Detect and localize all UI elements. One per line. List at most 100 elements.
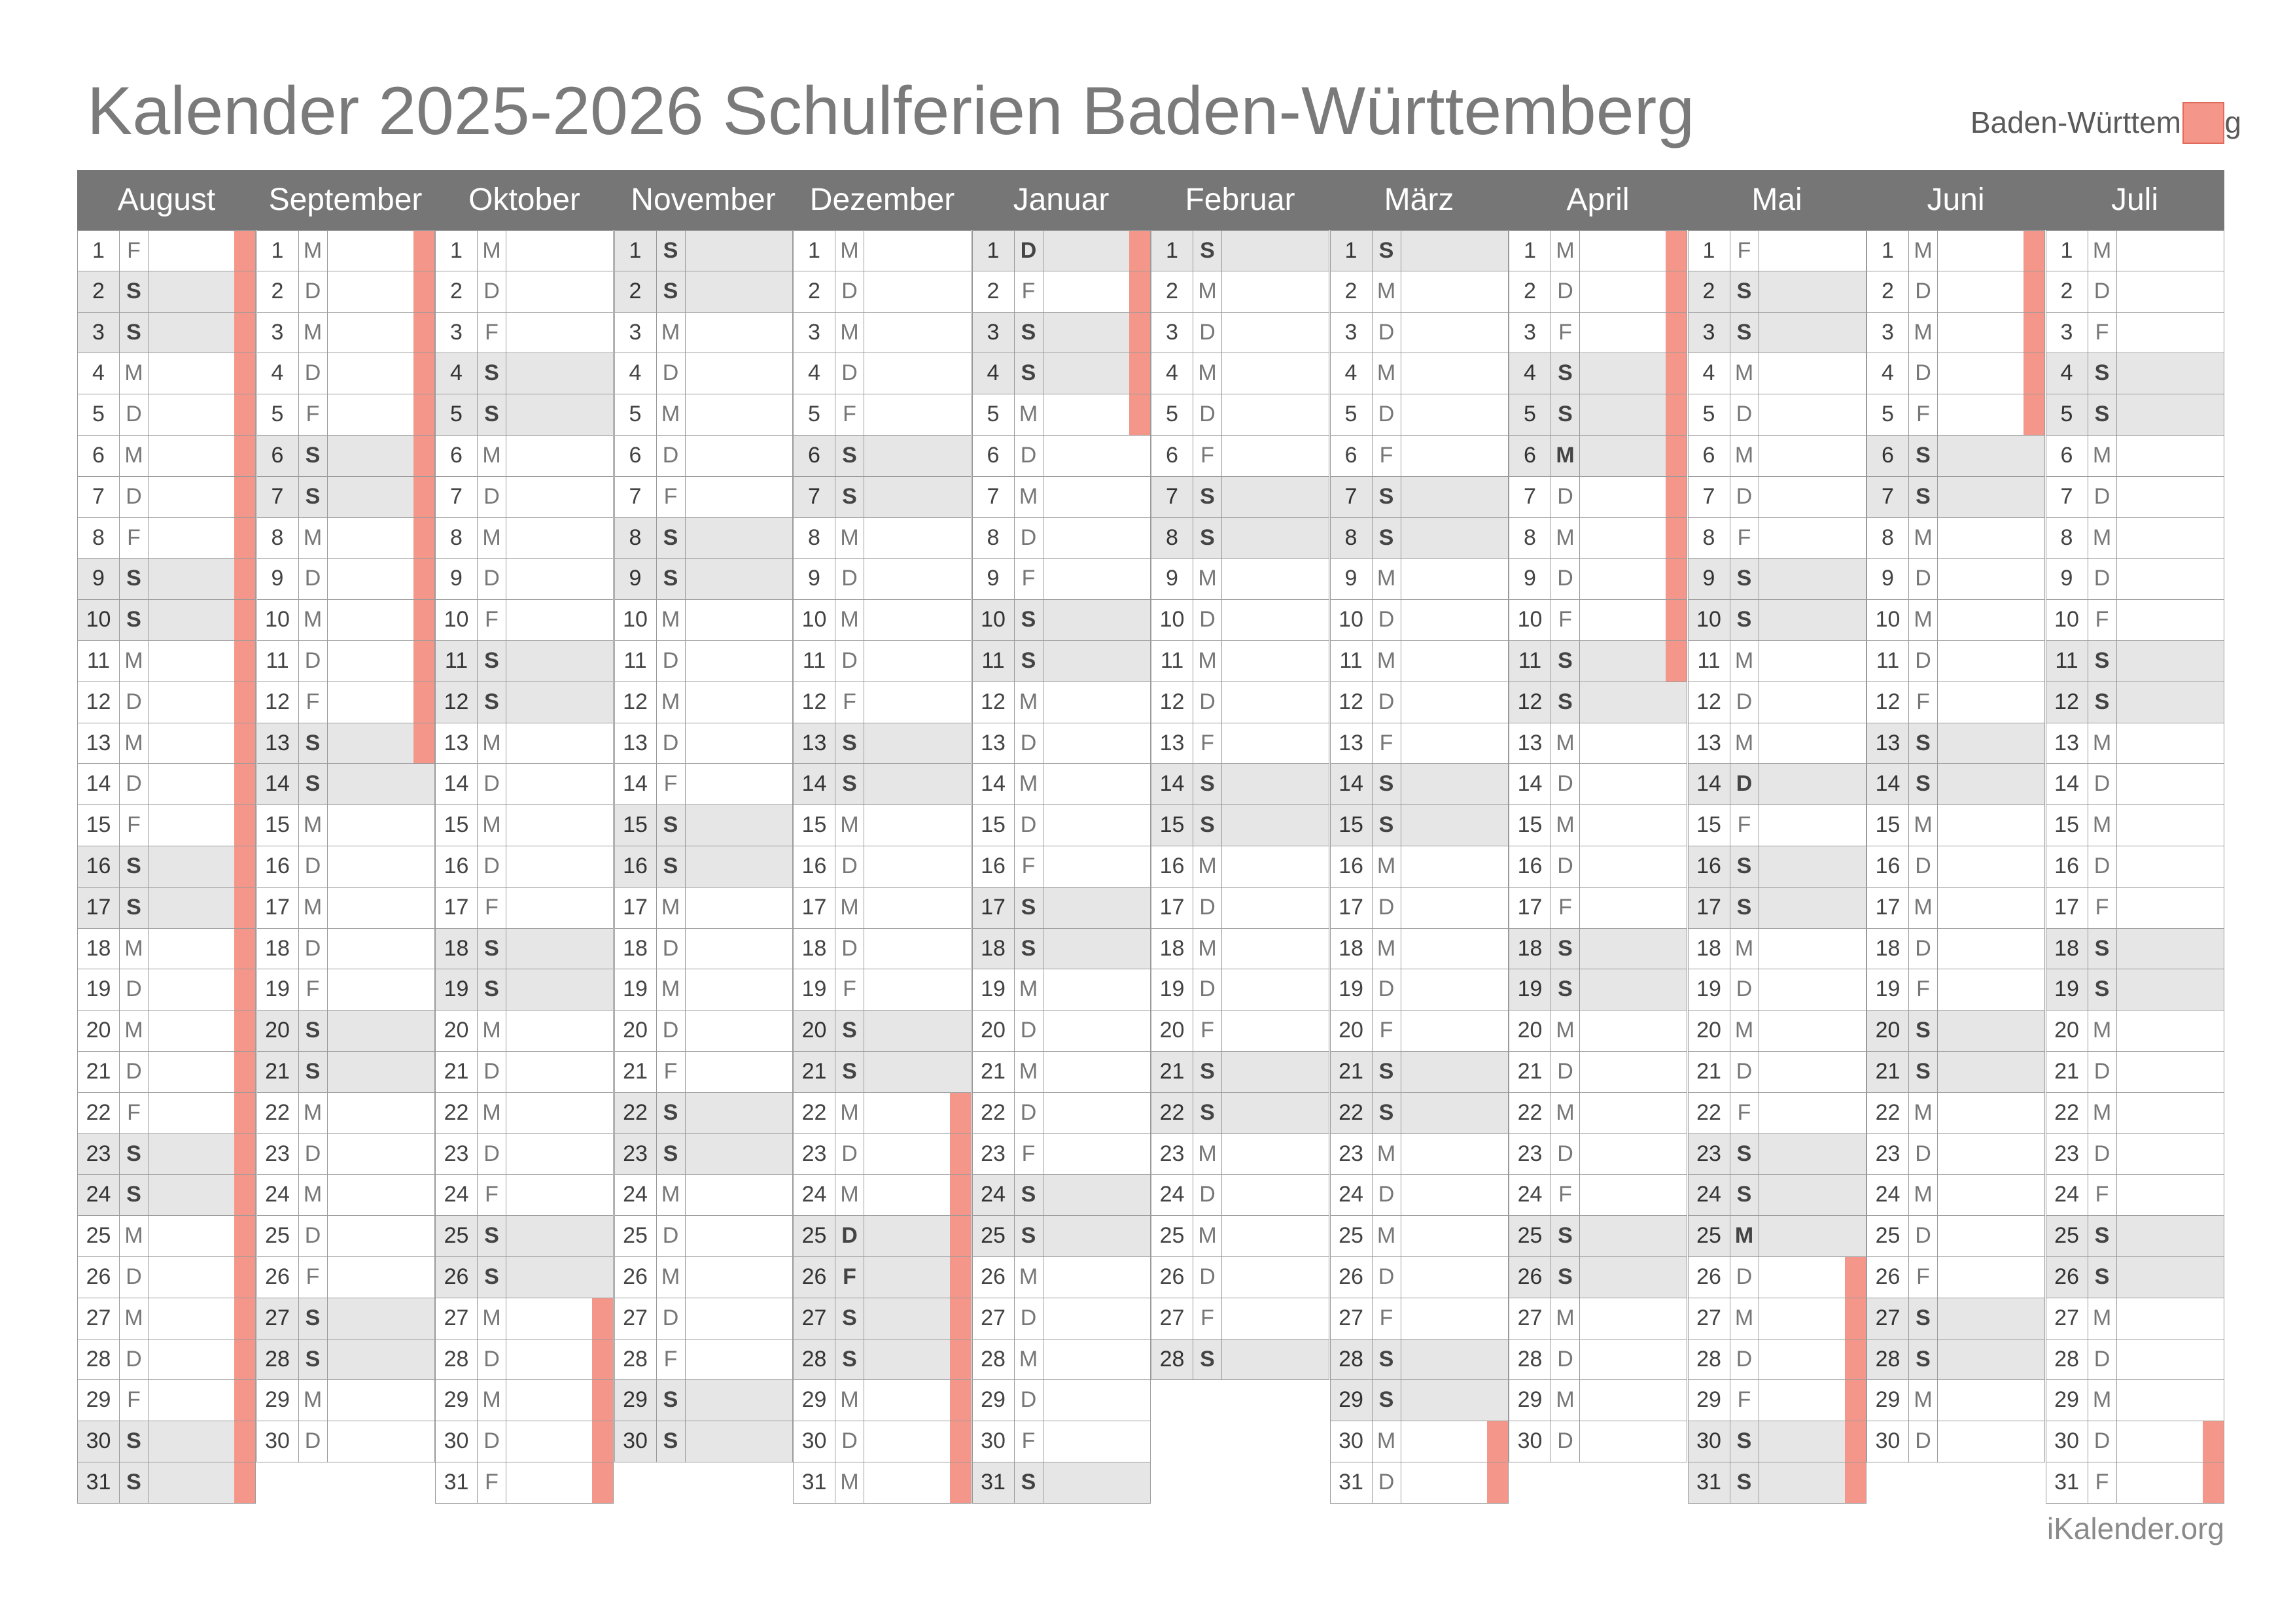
day-cell: 14 S <box>1866 764 2045 806</box>
day-number: 6 <box>1151 435 1193 476</box>
weekday-letter: M <box>1015 394 1043 435</box>
weekday-letter: S <box>299 1298 328 1339</box>
day-number: 13 <box>1331 723 1373 764</box>
day-cell: 20 M <box>1509 1011 1687 1052</box>
day-cell: 25 D <box>793 1216 972 1257</box>
day-number: 6 <box>257 435 299 476</box>
weekday-letter: D <box>120 1051 149 1092</box>
holiday-marker <box>1666 435 1687 476</box>
weekday-letter: M <box>657 887 686 928</box>
day-number: 22 <box>436 1092 478 1133</box>
weekday-letter: S <box>1193 1339 1222 1380</box>
day-number: 23 <box>1331 1133 1373 1175</box>
day-cell: 10 S <box>1687 600 1866 641</box>
day-number: 15 <box>1509 805 1551 846</box>
day-cell: 17 D <box>1329 887 1509 929</box>
day-number: 4 <box>615 353 657 394</box>
weekday-letter: S <box>1730 887 1759 928</box>
weekday-letter: S <box>1373 1339 1401 1380</box>
day-number: 18 <box>1509 928 1551 969</box>
weekday-letter: M <box>1373 271 1401 312</box>
weekday-letter: D <box>1373 312 1401 353</box>
day-cell: 11 D <box>256 640 435 682</box>
day-number: 11 <box>1331 640 1373 682</box>
day-cell: 13 S <box>256 723 435 765</box>
weekday-letter: M <box>478 805 506 846</box>
weekday-letter: S <box>1193 231 1222 271</box>
weekday-letter: S <box>1193 805 1222 846</box>
weekday-letter: F <box>2088 1462 2117 1503</box>
day-number: 23 <box>257 1133 299 1175</box>
month-column: 1 M 2 D 3 M 4 D 5 F 6 S 7 S 8 M 9 D 10 M 11 D 12 F 13 S 14 S 15 M 16 D 1… <box>793 230 972 1504</box>
weekday-letter: M <box>835 517 864 559</box>
day-cell: 15 M <box>2045 805 2224 846</box>
day-cell: 27 M <box>1509 1298 1687 1339</box>
weekday-letter: D <box>835 1133 864 1175</box>
day-number: 11 <box>436 640 478 682</box>
weekday-letter: D <box>1551 559 1580 600</box>
day-number: 20 <box>794 1011 835 1051</box>
day-cell: 21 D <box>1687 1051 1866 1093</box>
day-number: 16 <box>1151 846 1193 887</box>
day-cell: 26 F <box>256 1256 435 1298</box>
weekday-letter: M <box>1193 928 1222 969</box>
day-cell: 13 D <box>614 723 793 765</box>
weekday-letter: M <box>120 1216 149 1256</box>
weekday-letter: M <box>1909 1380 1938 1421</box>
day-number: 7 <box>794 476 835 517</box>
day-cell: 27 S <box>793 1298 972 1339</box>
day-number: 28 <box>436 1339 478 1380</box>
page-title: Kalender 2025-2026 Schulferien Baden-Wür… <box>87 73 1695 149</box>
day-cell: 19 F <box>256 969 435 1011</box>
weekday-letter: M <box>657 1175 686 1216</box>
day-number: 8 <box>1151 517 1193 559</box>
weekday-letter: M <box>835 1175 864 1216</box>
day-cell: 15 F <box>77 805 256 846</box>
day-number: 5 <box>1509 394 1551 435</box>
weekday-letter: F <box>2088 1175 2117 1216</box>
weekday-letter: D <box>2088 1133 2117 1175</box>
day-cell: 25 M <box>1687 1216 1866 1257</box>
day-number: 8 <box>1867 517 1909 559</box>
day-number: 25 <box>1331 1216 1373 1256</box>
day-number: 20 <box>1509 1011 1551 1051</box>
day-number: 16 <box>794 846 835 887</box>
weekday-letter: S <box>657 1421 686 1462</box>
day-number: 11 <box>257 640 299 682</box>
weekday-letter: S <box>478 682 506 723</box>
day-number: 13 <box>615 723 657 764</box>
weekday-letter: D <box>835 353 864 394</box>
weekday-letter: M <box>299 1092 328 1133</box>
weekday-letter: D <box>657 640 686 682</box>
weekday-letter: M <box>120 353 149 394</box>
day-number: 17 <box>1151 887 1193 928</box>
day-number: 3 <box>615 312 657 353</box>
day-cell: 13 M <box>2045 723 2224 765</box>
weekday-letter: S <box>1015 887 1043 928</box>
weekday-letter: F <box>1551 600 1580 640</box>
day-number: 18 <box>257 928 299 969</box>
day-number: 26 <box>1867 1256 1909 1298</box>
day-cell: 29 S <box>1329 1380 1509 1422</box>
weekday-letter: M <box>1551 1011 1580 1051</box>
weekday-letter: D <box>1373 887 1401 928</box>
footer-brand[interactable]: iKalender.org <box>2046 1512 2224 1546</box>
weekday-letter: D <box>478 559 506 600</box>
day-number: 6 <box>794 435 835 476</box>
day-cell: 28 S <box>793 1339 972 1381</box>
day-cell: 25 D <box>256 1216 435 1257</box>
day-cell: 20 M <box>1687 1011 1866 1052</box>
weekday-letter: M <box>1551 1380 1580 1421</box>
day-number: 9 <box>1151 559 1193 600</box>
holiday-marker <box>234 353 255 394</box>
holiday-marker <box>234 1011 255 1051</box>
day-number: 12 <box>1509 682 1551 723</box>
day-number: 14 <box>436 764 478 805</box>
day-cell: 30 D <box>793 1421 972 1462</box>
day-number: 30 <box>78 1421 120 1462</box>
weekday-letter: D <box>120 1339 149 1380</box>
